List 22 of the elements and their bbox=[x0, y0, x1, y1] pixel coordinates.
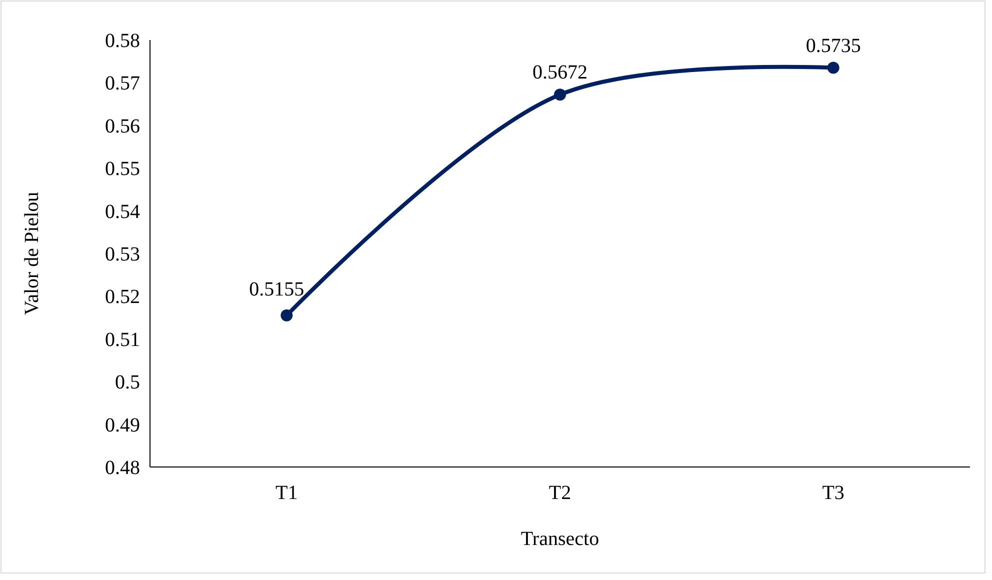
x-axis-title: Transecto bbox=[520, 528, 600, 550]
y-tick-label: 0.54 bbox=[105, 200, 140, 223]
y-tick-label: 0.57 bbox=[105, 72, 140, 95]
y-tick-label: 0.55 bbox=[105, 158, 140, 180]
y-tick-label: 0.52 bbox=[105, 286, 140, 308]
y-axis-title: Valor de Pielou bbox=[21, 192, 43, 316]
x-tick-label: T1 bbox=[276, 482, 298, 504]
y-tick-label: 0.56 bbox=[105, 115, 140, 138]
point bbox=[827, 62, 840, 74]
y-tick-label: 0.53 bbox=[105, 244, 140, 266]
y-tick-label: 0.51 bbox=[105, 328, 140, 351]
y-tick-label: 0.58 bbox=[105, 30, 140, 52]
data-label: 0.5735 bbox=[806, 34, 861, 57]
y-tick-label: 0.49 bbox=[105, 414, 140, 436]
point bbox=[280, 309, 293, 322]
point bbox=[554, 88, 566, 101]
y-tick-label: 0.5 bbox=[115, 372, 140, 394]
data-label: 0.5672 bbox=[532, 62, 588, 84]
y-tick-label: 0.48 bbox=[105, 457, 140, 479]
x-tick-label: T2 bbox=[548, 482, 572, 504]
data-label: 0.5155 bbox=[249, 278, 304, 300]
x-tick-label: T3 bbox=[822, 482, 844, 504]
